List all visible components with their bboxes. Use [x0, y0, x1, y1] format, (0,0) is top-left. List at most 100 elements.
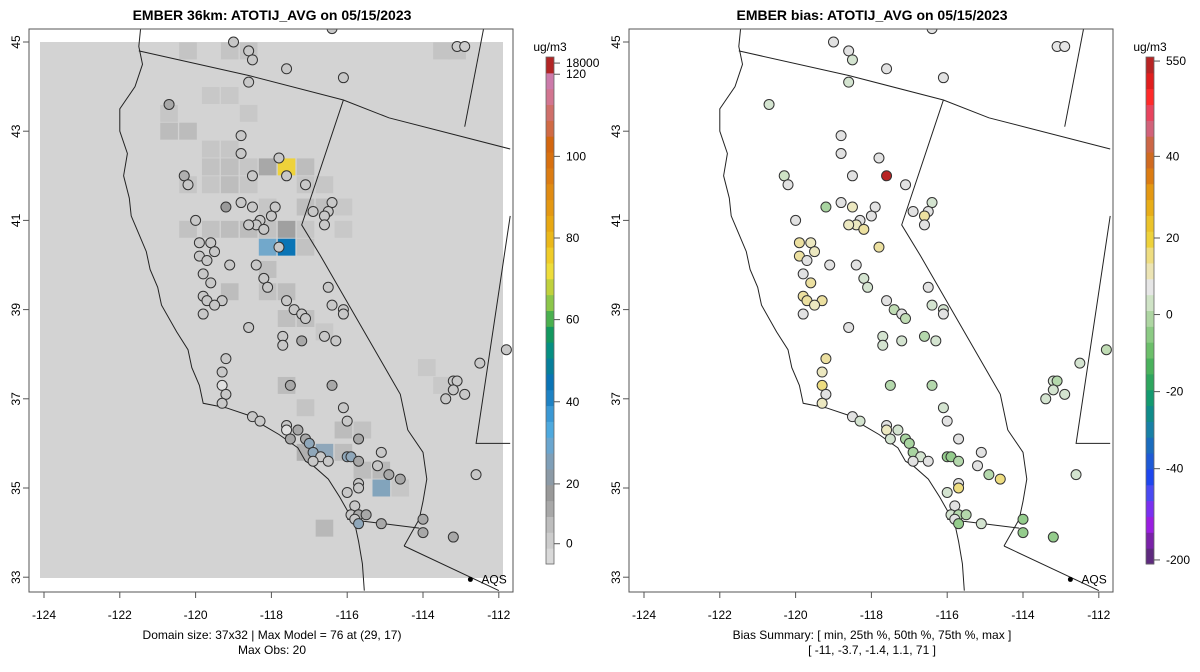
station-marker: [296, 335, 308, 347]
state-boundary: [1064, 29, 1085, 127]
grid-cell: [334, 220, 353, 238]
station-marker: [197, 308, 209, 320]
station-marker: [281, 170, 293, 182]
colorbar-swatch: [1146, 389, 1154, 407]
station-marker: [1040, 393, 1052, 405]
station-marker: [918, 219, 930, 231]
station-marker: [922, 281, 934, 293]
station-marker: [926, 379, 938, 391]
station-marker: [960, 509, 972, 521]
colorbar-swatch: [546, 57, 554, 74]
colorbar-tick-label: -40: [1166, 462, 1184, 476]
colorbar-swatch: [1146, 484, 1154, 502]
station-marker: [459, 388, 471, 400]
colorbar-swatch: [546, 247, 554, 264]
grid-cell: [179, 220, 197, 238]
grid-cell: [296, 220, 315, 238]
station-marker: [873, 241, 885, 253]
station-marker: [307, 205, 319, 217]
station-marker: [292, 424, 304, 436]
station-marker: [216, 366, 228, 378]
grid-cell: [391, 479, 410, 497]
station-marker: [220, 353, 232, 365]
grid-cell: [220, 87, 239, 104]
y-tick-label: 43: [609, 124, 623, 138]
y-axis: 45 43 41 39 37 35 33: [609, 35, 629, 584]
grid-cell: [277, 220, 296, 238]
colorbar-swatch: [546, 484, 554, 502]
station-marker: [846, 54, 858, 66]
station-marker: [337, 402, 349, 414]
colorbar-swatch: [1146, 532, 1154, 549]
x-tick-label: -114: [411, 608, 434, 622]
station-marker: [254, 415, 266, 427]
colorbar-swatch: [1146, 152, 1154, 169]
colorbar-swatch: [546, 294, 554, 311]
station-marker: [858, 223, 870, 235]
station-marker: [846, 201, 858, 213]
station-marker: [341, 486, 353, 498]
station-marker: [277, 339, 289, 351]
station-marker: [975, 518, 987, 530]
station-marker: [246, 54, 258, 66]
station-marker: [265, 210, 277, 222]
colorbar-swatch: [546, 231, 554, 248]
colorbar-swatch: [1146, 548, 1154, 565]
station-marker: [258, 223, 270, 235]
station-marker: [220, 201, 232, 213]
station-marker: [216, 397, 228, 409]
footer-line-1: Domain size: 37x32 | Max Model = 76 at (…: [143, 628, 402, 642]
x-tick-label: -112: [1087, 608, 1110, 622]
grid-cell: [201, 87, 220, 104]
panel-bias: EMBER bias: ATOTIJ_AVG on 05/15/2023 AQS…: [609, 7, 1190, 657]
station-marker: [243, 219, 255, 231]
colorbar-swatch: [1146, 453, 1154, 470]
station-marker: [273, 152, 285, 164]
station-marker: [1059, 40, 1071, 52]
grid-cell: [239, 104, 258, 122]
grid-cell: [277, 310, 296, 327]
colorbar-tick-label: 100: [566, 149, 586, 163]
station-marker: [862, 281, 874, 293]
station-marker: [375, 518, 387, 530]
grid-cell: [160, 122, 178, 140]
station-marker: [801, 255, 813, 267]
y-tick-label: 39: [609, 303, 623, 317]
y-tick-label: 35: [9, 481, 23, 495]
colorbar-swatch: [1146, 88, 1154, 106]
station-marker: [341, 415, 353, 427]
colorbar-tick-label: -20: [1166, 385, 1184, 399]
station-marker: [881, 63, 893, 75]
footer-line-2: [ -11, -3.7, -1.4, 1.1, 71 ]: [808, 643, 936, 657]
grid-cell: [315, 519, 334, 537]
colorbar-swatch: [546, 389, 554, 407]
station-marker: [284, 433, 296, 445]
station-marker: [182, 179, 194, 191]
grid-cell: [220, 176, 239, 194]
station-marker: [994, 473, 1006, 485]
colorbar-swatch: [546, 421, 554, 438]
station-marker: [197, 268, 209, 280]
colorbar-swatch: [1146, 167, 1154, 185]
station-marker: [300, 313, 312, 325]
colorbar-swatch: [546, 167, 554, 185]
station-marker: [235, 130, 247, 142]
colorbar-swatch: [1146, 373, 1154, 391]
station-marker: [372, 460, 384, 472]
colorbar-swatch: [1146, 57, 1154, 74]
station-marker: [941, 486, 953, 498]
colorbar-swatch: [1146, 500, 1154, 517]
x-tick-label: -124: [32, 608, 56, 622]
colorbar-swatch: [546, 183, 554, 201]
aqs-legend: AQS: [467, 572, 507, 586]
y-tick-label: 37: [9, 392, 23, 406]
station-marker: [318, 219, 330, 231]
station-marker: [941, 415, 953, 427]
x-tick-label: -114: [1011, 608, 1034, 622]
station-marker: [375, 446, 387, 458]
colorbar-swatch: [546, 88, 554, 106]
station-marker: [353, 433, 365, 445]
colorbar-tick-label: -200: [1166, 553, 1190, 567]
station-marker: [337, 72, 349, 84]
